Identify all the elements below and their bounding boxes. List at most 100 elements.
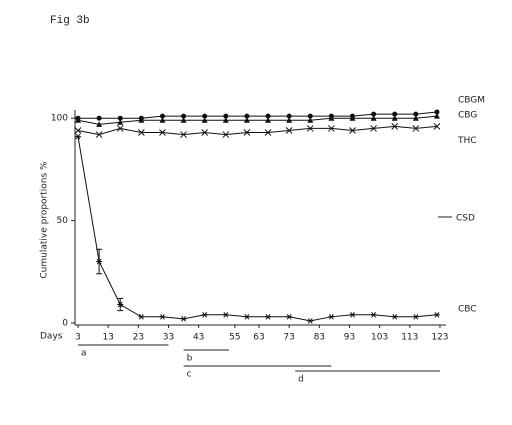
marker <box>391 313 398 320</box>
marker <box>412 125 420 132</box>
error-bar <box>96 248 103 275</box>
x-tick-label: 73 <box>283 333 294 343</box>
series-line <box>77 115 437 125</box>
marker <box>223 113 229 119</box>
marker <box>96 121 103 127</box>
marker <box>265 117 272 123</box>
marker <box>138 129 145 136</box>
marker <box>370 115 377 121</box>
marker <box>391 115 398 121</box>
marker <box>75 117 82 123</box>
y-tick-label: 0 <box>62 318 68 328</box>
x-tick-label: 93 <box>344 333 355 343</box>
marker <box>222 311 229 318</box>
y-tick-label: 100 <box>51 114 68 124</box>
marker <box>222 131 230 138</box>
marker <box>116 125 124 132</box>
marker <box>433 311 440 318</box>
marker <box>391 123 399 130</box>
marker <box>222 117 229 123</box>
period-label: b <box>187 354 193 364</box>
series-line <box>78 111 437 119</box>
marker <box>180 316 187 322</box>
x-tick-label: 123 <box>431 333 448 343</box>
marker <box>307 113 313 119</box>
marker <box>370 125 377 132</box>
marker <box>371 111 377 117</box>
marker <box>434 109 440 115</box>
marker <box>243 117 250 123</box>
marker <box>180 131 187 138</box>
marker <box>75 133 82 140</box>
marker <box>265 113 271 119</box>
marker <box>159 313 166 320</box>
chart-title: Fig 3b <box>50 15 90 27</box>
marker <box>159 129 166 136</box>
period-label: d <box>298 375 304 385</box>
x-axis-label: Days <box>40 332 63 342</box>
marker <box>328 125 335 132</box>
marker <box>243 313 250 320</box>
marker <box>349 311 356 318</box>
marker <box>117 119 124 125</box>
marker <box>433 113 440 119</box>
x-tick-label: 43 <box>193 333 204 343</box>
marker <box>412 115 419 121</box>
marker <box>286 313 293 320</box>
marker <box>349 115 356 121</box>
marker <box>307 117 314 123</box>
period-label: c <box>187 370 192 380</box>
marker <box>96 115 102 121</box>
series-label: THC <box>457 136 477 146</box>
x-tick-label: 23 <box>133 333 144 343</box>
period-label: a <box>81 349 87 359</box>
marker <box>328 313 335 320</box>
marker <box>138 313 145 320</box>
marker <box>265 313 272 320</box>
x-tick-label: 13 <box>102 333 113 343</box>
marker <box>243 129 251 136</box>
marker <box>117 115 123 121</box>
series-label: CBC <box>458 304 477 314</box>
series-label: CBGM <box>458 96 485 106</box>
marker <box>285 127 293 134</box>
series-line <box>77 136 437 322</box>
marker <box>95 131 103 138</box>
marker <box>392 111 398 117</box>
x-tick-label: 3 <box>75 333 81 343</box>
marker <box>286 113 292 119</box>
marker <box>201 117 208 123</box>
x-tick-label: 63 <box>253 333 264 343</box>
x-tick-label: 113 <box>401 333 418 343</box>
x-tick-label: 55 <box>229 333 240 343</box>
marker <box>159 117 166 123</box>
legend-key: CSD <box>456 214 475 224</box>
marker <box>159 113 165 119</box>
marker <box>244 113 250 119</box>
marker <box>264 129 272 136</box>
marker <box>412 313 419 320</box>
marker <box>202 113 208 119</box>
series-label: CBG <box>458 111 477 121</box>
marker <box>286 117 293 123</box>
marker <box>181 113 187 119</box>
marker <box>328 115 335 121</box>
marker <box>201 311 208 318</box>
y-tick-label: 50 <box>57 216 69 226</box>
marker <box>74 127 82 134</box>
marker <box>413 111 419 117</box>
marker <box>370 311 377 318</box>
x-tick-label: 83 <box>314 333 325 343</box>
x-tick-label: 103 <box>371 333 388 343</box>
marker <box>306 125 314 132</box>
marker <box>307 318 314 324</box>
marker <box>201 129 209 136</box>
series-line <box>77 125 437 136</box>
error-bar <box>117 297 124 312</box>
y-axis-label: Cumulative proportions % <box>40 161 50 279</box>
marker <box>180 117 187 123</box>
marker <box>138 117 145 123</box>
marker <box>433 123 441 130</box>
